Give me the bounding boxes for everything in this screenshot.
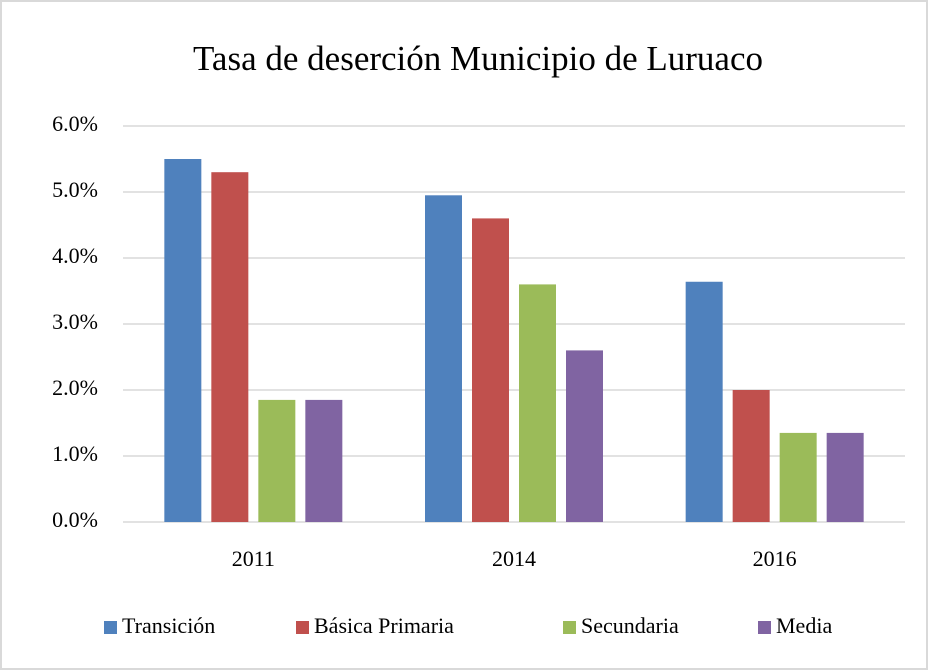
legend-label: Básica Primaria [314,613,454,638]
x-tick-label: 2016 [753,546,797,571]
bar [519,284,556,522]
bar [826,432,864,522]
y-tick-label: 3.0% [52,309,98,334]
y-tick-label: 5.0% [52,177,98,202]
bar [164,159,202,522]
y-tick-label: 4.0% [52,243,98,268]
legend-swatch [758,621,771,634]
legend-label: Transición [122,613,215,638]
legend-swatch [563,621,576,634]
bar [566,350,603,522]
x-tick-label: 2011 [232,546,275,571]
legend-label: Secundaria [581,613,679,638]
legend-label: Media [776,613,832,638]
bar [425,195,462,523]
y-tick-label: 1.0% [52,441,98,466]
y-tick-label: 6.0% [52,111,98,136]
bar [211,172,249,522]
legend-swatch [104,621,117,634]
bar [685,281,723,522]
bar [305,399,343,522]
bar [732,390,770,522]
y-tick-label: 0.0% [52,507,98,532]
legend-swatch [296,621,309,634]
y-tick-label: 2.0% [52,375,98,400]
bar [779,432,817,522]
bar [472,218,509,522]
bar [258,399,296,522]
x-tick-label: 2014 [492,546,536,571]
chart-title: Tasa de deserción Municipio de Luruaco [193,39,763,78]
